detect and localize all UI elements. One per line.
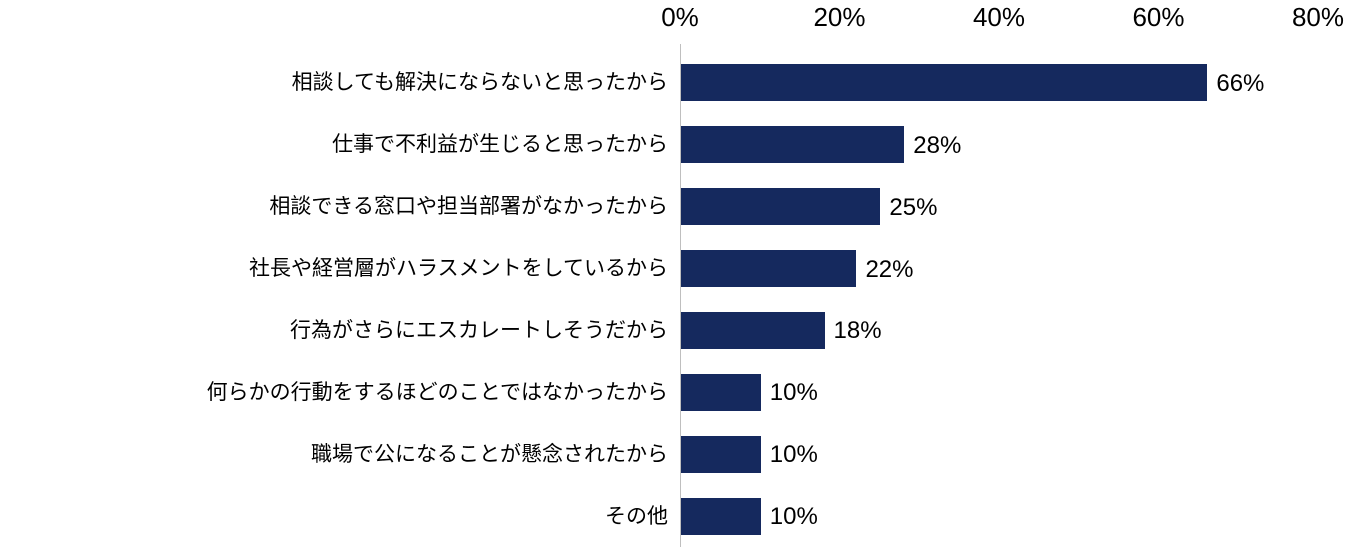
bar: [681, 311, 825, 349]
y-axis-line: [680, 44, 681, 547]
value-label: 22%: [865, 255, 914, 283]
value-label: 66%: [1216, 69, 1265, 97]
x-axis-tick-label: 60%: [1132, 2, 1185, 32]
value-label: 25%: [889, 193, 938, 221]
category-label: 職場で公になることが懸念されたから: [311, 442, 668, 466]
category-label: 社長や経営層がハラスメントをしているから: [249, 257, 668, 281]
value-label: 18%: [833, 317, 882, 345]
category-label: その他: [605, 504, 668, 528]
x-axis-tick-label: 20%: [813, 2, 866, 32]
bar: [681, 188, 881, 226]
x-axis-tick-label: 0%: [661, 2, 699, 32]
category-label: 行為がさらにエスカレートしそうだから: [290, 318, 668, 342]
bar: [681, 435, 761, 473]
value-label: 28%: [913, 131, 962, 159]
value-label: 10%: [769, 441, 818, 469]
bar: [681, 64, 1208, 102]
x-axis-tick-label: 40%: [972, 2, 1026, 32]
category-label: 相談しても解決にならないと思ったから: [291, 71, 668, 95]
category-label: 何らかの行動をするほどのことではなかったから: [206, 380, 668, 404]
bar: [681, 250, 857, 288]
category-label: 仕事で不利益が生じると思ったから: [332, 133, 668, 157]
bar: [681, 126, 905, 164]
category-label: 相談できる窓口や担当部署がなかったから: [269, 195, 668, 219]
bar: [681, 373, 761, 411]
bar: [681, 497, 761, 535]
x-axis-tick-label: 80%: [1291, 2, 1345, 32]
value-label: 10%: [769, 379, 818, 407]
value-label: 10%: [769, 503, 818, 531]
